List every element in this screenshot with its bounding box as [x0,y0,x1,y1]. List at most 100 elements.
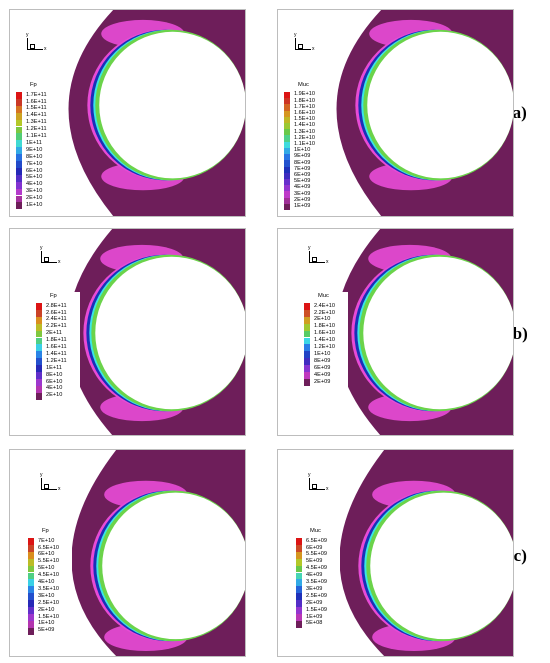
legend-item: 2E+10 [304,316,331,324]
legend-item: 1.6E+11 [36,344,67,352]
legend-swatch [284,147,290,155]
legend-value: 7E+09 [294,165,311,172]
legend-swatch [296,544,302,552]
legend-item: 2.2E+11 [36,323,67,331]
legend-value: 2E+10 [38,606,55,613]
contour-panel-b-fp: y x Fp 2.8E+11 2.6E+11 2.4E+11 2.2E+11 2E+11 1.8… [9,228,246,436]
legend-swatch [16,195,22,203]
legend-item: 4E+09 [284,185,310,192]
legend-swatch [284,191,290,198]
legend-swatch [36,365,42,372]
axis-y-label: y [40,472,43,478]
legend-item: 2.4E+10 [304,303,335,310]
legend-swatch [28,558,34,566]
legend-swatch [16,161,22,168]
legend-swatch [36,392,42,400]
legend-value: 2E+10 [314,316,331,323]
legend-title: Fp [42,528,49,534]
legend-value: 1.6E+10 [294,109,315,116]
legend-item: 6E+09 [296,544,322,552]
legend-swatch [36,358,42,366]
contour-panel-a-muc: y x Muc 1.9E+10 1.8E+10 1.7E+10 1.6E+10 1.5E+10… [277,9,514,217]
legend-value: 5.5E+09 [306,551,327,558]
legend-value: 5E+08 [306,620,323,627]
axis-x-label: x [326,259,329,265]
legend-value: 2.5E+09 [306,592,327,599]
legend-item: 3E+09 [284,191,310,198]
legend-value: 2.2E+11 [46,323,67,330]
legend-item: 9E+10 [16,147,42,155]
legend-swatch [28,593,34,601]
legend-swatch [284,110,290,117]
legend-item: 1.2E+11 [16,126,47,134]
legend-swatch [36,337,42,345]
contour-plot [336,10,513,216]
legend-item: 7E+10 [16,161,42,168]
legend-value: 1.4E+10 [314,337,335,344]
legend-swatch [284,203,290,210]
legend-swatch [36,309,42,317]
legend-value: 2E+09 [294,196,311,203]
legend-item: 6.5E+09 [296,538,327,545]
legend-swatch [16,202,22,210]
legend-value: 4E+10 [38,579,55,586]
legend-item: 8E+10 [16,154,42,161]
contour-panel-c-fp: y x Fp 7E+10 6.5E+10 6E+10 5.5E+10 5E+10 4.5E+10… [9,449,246,657]
legend-item: 2E+09 [304,378,330,386]
legend-value: 1E+10 [38,620,55,627]
legend-item: 1E+10 [28,620,55,628]
legend-swatch [284,98,290,105]
legend-item: 5E+09 [284,178,310,186]
legend-swatch [36,344,42,352]
legend-swatch [304,365,310,372]
legend-swatch [16,133,22,141]
legend-item: 6E+10 [36,378,63,386]
legend-swatch [28,620,34,628]
legend-swatch [28,579,34,587]
legend-value: 2E+10 [26,195,43,202]
cylinder-body [102,492,245,640]
legend-value: 1.4E+10 [294,122,315,129]
legend-item: 1.2E+11 [36,358,67,366]
legend-item: 1.6E+10 [304,330,335,338]
legend-swatch [284,178,290,186]
legend-value: 2.5E+10 [38,599,59,606]
legend-swatch [296,600,302,607]
legend-item: 8E+09 [304,358,330,366]
legend-value: 1.4E+11 [26,112,47,119]
legend-item: 1.4E+10 [284,122,315,130]
legend-title: Fp [30,82,37,88]
legend-value: 1.6E+11 [46,344,67,351]
legend-swatch [16,105,22,113]
legend-swatch [296,620,302,628]
legend-swatch [304,351,310,359]
legend-swatch [36,385,42,393]
legend-item: 1.8E+10 [304,323,335,331]
legend-swatch [28,551,34,559]
legend-swatch [28,613,34,621]
legend-swatch [16,119,22,127]
legend-value: 6E+10 [46,378,63,385]
legend-swatch [16,92,22,99]
legend-value: 2.8E+11 [46,302,67,309]
legend-swatch [304,358,310,366]
legend-value: 1.2E+10 [294,134,315,141]
legend-item: 1E+11 [36,365,62,372]
legend-item: 1.5E+10 [284,117,315,124]
axis-x-label: x [58,486,61,492]
legend-item: 3E+09 [296,586,322,594]
axis-y-label: y [40,245,43,251]
legend-swatch [28,600,34,607]
legend-item: 2E+11 [36,330,62,338]
legend-value: 5E+09 [306,558,323,565]
legend-value: 8E+10 [26,153,43,160]
legend-swatch [16,126,22,134]
cylinder-body [363,256,513,410]
legend-value: 1E+11 [46,364,62,371]
legend-swatch [296,613,302,621]
legend-swatch [16,112,22,120]
legend-value: 1E+09 [306,613,323,620]
legend-value: 3E+10 [26,188,43,195]
legend-item: 2E+10 [16,195,43,203]
